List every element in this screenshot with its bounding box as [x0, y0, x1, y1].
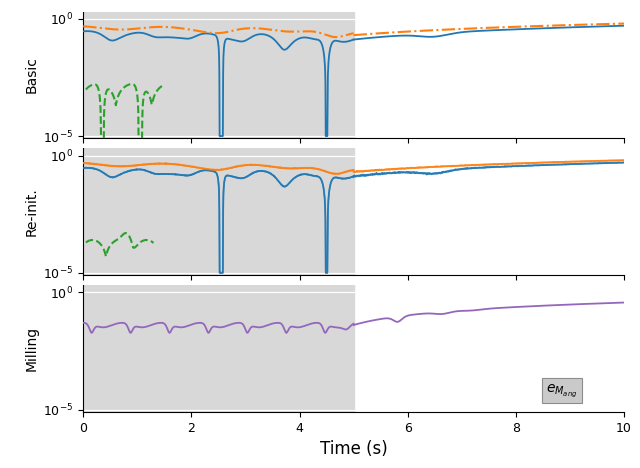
Bar	[83, 148, 353, 275]
Bar	[83, 12, 353, 139]
X-axis label: Time (s): Time (s)	[320, 440, 387, 458]
Y-axis label: Re-init.: Re-init.	[25, 187, 39, 236]
Text: $e_{M_{ang}}$: $e_{M_{ang}}$	[546, 382, 577, 399]
Y-axis label: Milling: Milling	[25, 326, 39, 371]
Y-axis label: Basic: Basic	[25, 57, 39, 94]
Bar	[83, 285, 353, 412]
